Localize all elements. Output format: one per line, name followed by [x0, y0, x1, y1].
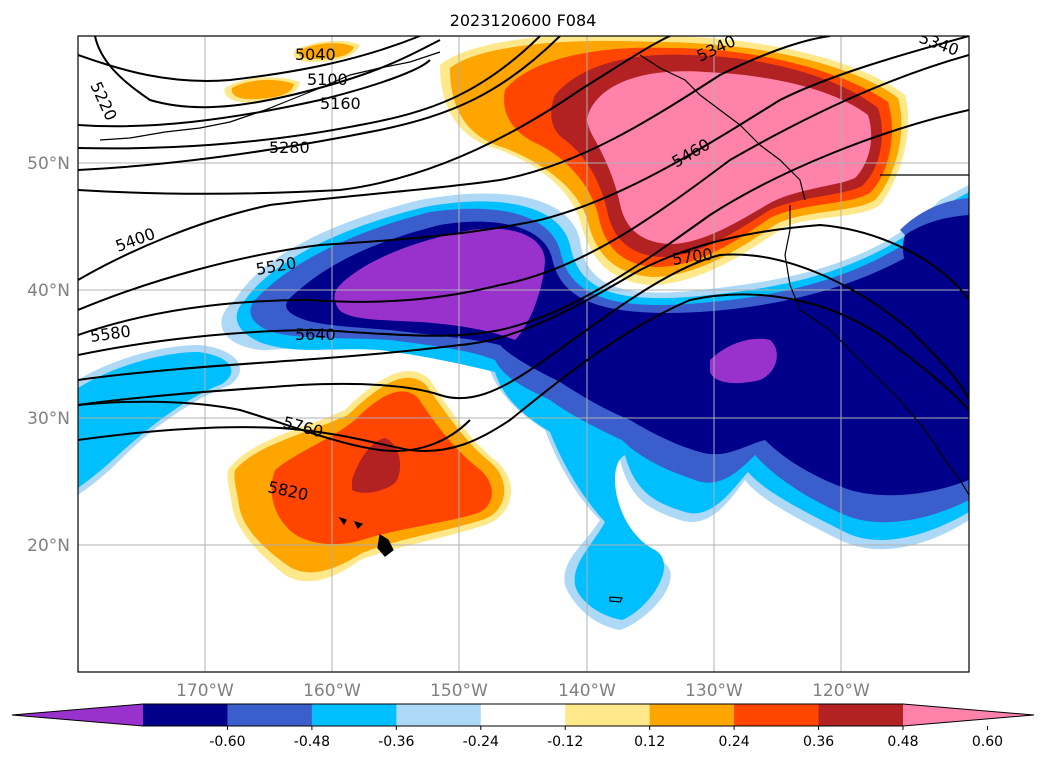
map-title: 2023120600 F084: [450, 11, 597, 30]
colorbar-tick-label: 0.60: [972, 734, 1003, 750]
colorbar-bin: [818, 704, 904, 726]
colorbar-tick-label: -0.24: [463, 734, 499, 750]
positive-anomaly-subtropical: [227, 371, 512, 582]
colorbar: -0.60 -0.48 -0.36 -0.24 -0.12 0.12 0.24 0.36 0.4…: [11, 703, 1035, 750]
height-contours: [78, 36, 969, 452]
longitude-label: 130°W: [685, 681, 743, 701]
latitude-label: 40°N: [27, 281, 70, 301]
colorbar-extend-min: [12, 704, 143, 726]
colorbar-bin: [565, 704, 651, 726]
colorbar-tick-label: 0.48: [887, 734, 918, 750]
longitude-label: 170°W: [176, 681, 234, 701]
colorbar-bin: [143, 704, 228, 726]
negative-anomaly-edge: [78, 345, 240, 495]
colorbar-tick-label: -0.12: [547, 734, 583, 750]
positive-anomaly-northeast: [224, 36, 909, 285]
latitude-label: 20°N: [27, 536, 70, 556]
colorbar-outline: [11, 703, 1035, 727]
contour-label: 5280: [269, 138, 310, 157]
map-frame: [77, 35, 970, 673]
contour-label: 5100: [307, 70, 348, 89]
colorbar-tick-label: 0.24: [719, 734, 750, 750]
latitude-label: 30°N: [27, 409, 70, 429]
longitude-label: 160°W: [303, 681, 361, 701]
colorbar-tick-label: 0.36: [803, 734, 834, 750]
longitude-label: 140°W: [558, 681, 616, 701]
colorbar-tick-label: 0.12: [634, 734, 665, 750]
contour-label: 5640: [295, 325, 336, 344]
colorbar-bin: [396, 704, 482, 726]
latitude-label: 50°N: [27, 154, 70, 174]
colorbar-extend-max: [903, 704, 1034, 726]
colorbar-tick-label: -0.48: [294, 734, 330, 750]
longitude-label: 150°W: [430, 681, 488, 701]
map-panel: 5040 5100 5160 5220 5280 5340 5340 5400 …: [78, 36, 969, 672]
contour-label: 5040: [295, 45, 336, 64]
contour-label: 5160: [320, 94, 361, 113]
longitude-labels: 170°W 160°W 150°W 140°W 130°W 120°W: [176, 681, 870, 701]
colorbar-tick-label: -0.60: [209, 734, 245, 750]
latitude-labels: 50°N 40°N 30°N 20°N: [27, 154, 70, 556]
colorbar-tick-label: -0.36: [378, 734, 414, 750]
colorbar-bin: [649, 704, 735, 726]
graticule: [78, 36, 969, 672]
longitude-label: 120°W: [812, 681, 870, 701]
colorbar-bin: [480, 704, 566, 726]
colorbar-bin: [734, 704, 820, 726]
colorbar-bin: [311, 704, 397, 726]
colorbar-bin: [227, 704, 313, 726]
